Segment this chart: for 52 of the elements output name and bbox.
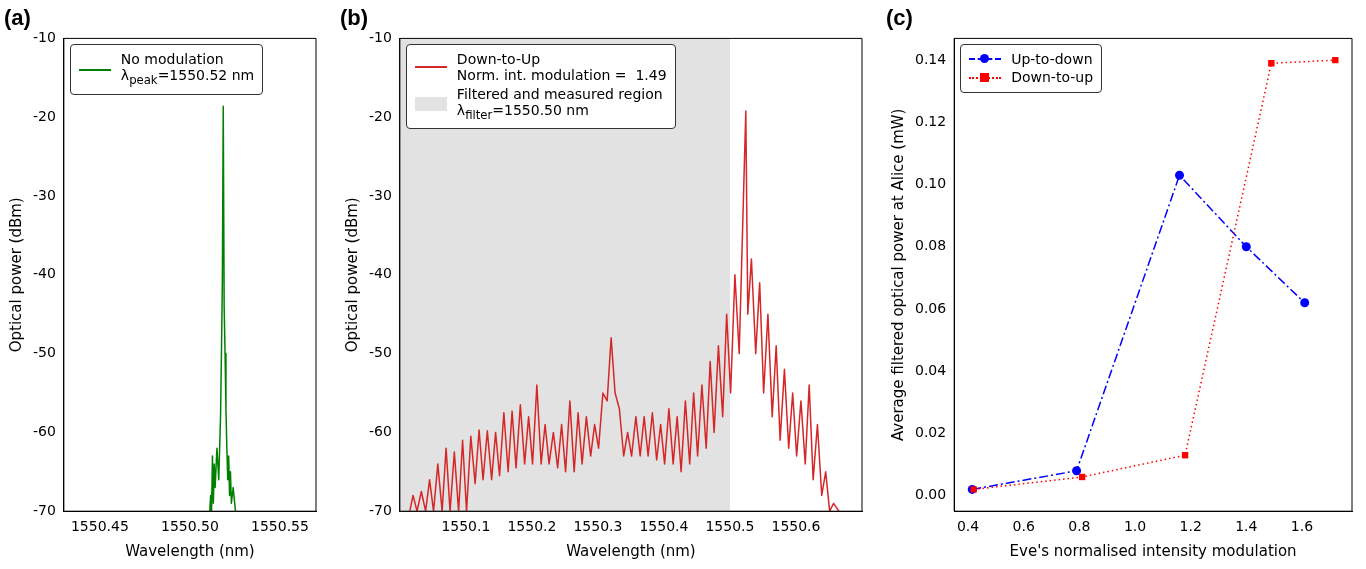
y-tick-label: 0.08 <box>915 237 947 254</box>
y-axis-title: Optical power (dBm) <box>6 197 25 353</box>
band-label: Filtered and measured region λ$_{filter}$=1550.50 nm <box>456 85 663 122</box>
x-tick-label: 0.6 <box>1012 518 1035 535</box>
legend-label: Up-to-down <box>1011 51 1093 68</box>
y-tick-label: -30 <box>368 186 392 203</box>
y-tick-label: -40 <box>32 265 56 282</box>
x-axis-title: Wavelength (nm) <box>566 541 696 560</box>
y-tick-label: -50 <box>368 344 392 361</box>
y-tick-label: 0.02 <box>915 424 947 441</box>
y-tick-label: 0.12 <box>915 113 947 130</box>
x-tick-label: 1550.55 <box>251 518 309 535</box>
legend-label: Down-to-Up Norm. int. modulation = 1.49 <box>456 51 667 84</box>
x-tick-label: 1550.1 <box>441 518 491 535</box>
x-tick-label: 1.4 <box>1235 518 1258 535</box>
x-tick-label: 1550.45 <box>70 518 129 535</box>
y-tick-label: 0.14 <box>915 50 947 67</box>
chart-title: (c) <box>886 5 913 31</box>
x-tick-label: 1550.4 <box>639 518 689 535</box>
y-tick-label: -60 <box>32 423 56 440</box>
y-tick-label: 0.06 <box>915 299 947 316</box>
y-tick-label: 0.04 <box>915 361 947 378</box>
y-tick-label: -10 <box>32 29 56 46</box>
x-tick-label: 1.2 <box>1179 518 1202 535</box>
x-tick-label: 1550.6 <box>771 518 821 535</box>
x-tick-label: 1.6 <box>1290 518 1314 535</box>
y-tick-label: -70 <box>368 501 392 518</box>
chart-title: (b) <box>340 5 369 31</box>
y-tick-label: -30 <box>32 186 56 203</box>
x-axis-title: Eve's normalised intensity modulation <box>1009 541 1297 560</box>
y-axis-title: Average filtered optical power at Alice (mW) <box>888 108 907 442</box>
y-tick-label: 0.00 <box>915 486 947 503</box>
y-axis-title: Optical power (dBm) <box>342 197 361 353</box>
y-tick-label: -50 <box>32 344 56 361</box>
x-tick-label: 1.0 <box>1123 518 1147 535</box>
legend-label: Down-to-up <box>1011 69 1094 86</box>
legend-label: No modulation λ$_{peak}$=1550.52 nm <box>120 51 255 88</box>
chart-title: (a) <box>4 5 31 31</box>
y-tick-label: 0.10 <box>915 175 947 192</box>
y-tick-label: -20 <box>32 107 56 124</box>
x-tick-label: 1550.5 <box>705 518 755 535</box>
y-tick-label: -10 <box>368 29 392 46</box>
y-tick-label: -40 <box>368 265 392 282</box>
y-tick-label: -70 <box>32 501 56 518</box>
y-tick-label: -60 <box>368 423 392 440</box>
x-axis-title: Wavelength (nm) <box>125 541 255 560</box>
x-tick-label: 0.4 <box>956 518 980 535</box>
x-tick-label: 1550.50 <box>160 518 219 535</box>
x-tick-label: 1550.3 <box>573 518 623 535</box>
y-tick-label: -20 <box>368 107 392 124</box>
x-tick-label: 1550.2 <box>507 518 557 535</box>
x-tick-label: 0.8 <box>1068 518 1091 535</box>
